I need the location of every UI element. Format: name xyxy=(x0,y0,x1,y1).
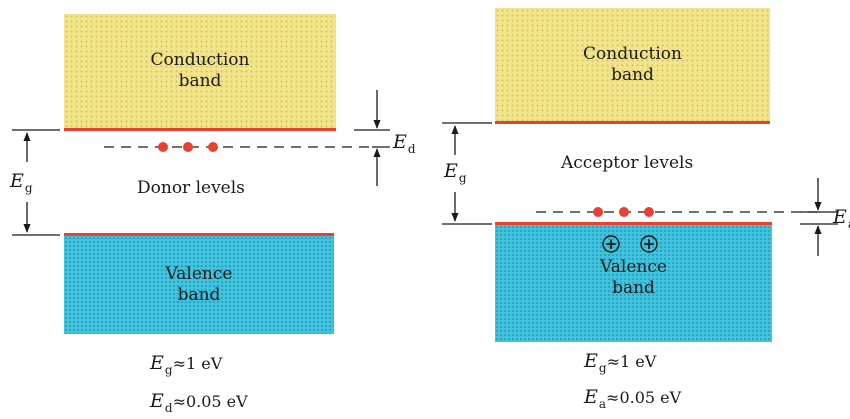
gap-formula-sub: g xyxy=(598,361,607,375)
donor-formula-value: ≈0.05 eV xyxy=(172,392,248,411)
gap-symbol: Eg xyxy=(444,160,467,185)
acceptor-formula-value: ≈0.05 eV xyxy=(606,388,682,407)
gap-formula-sub: g xyxy=(164,363,173,377)
donor-formula-sub: d xyxy=(164,401,173,415)
acceptor-energy-letter: E xyxy=(833,206,847,228)
donor-dot xyxy=(183,142,193,152)
hole-icon xyxy=(602,235,620,253)
acceptor-dot xyxy=(593,207,603,217)
gap-formula-letter: E xyxy=(150,352,164,374)
donor-diagram: Conduction band Valence band Eg Ed Donor… xyxy=(10,14,416,415)
gap-formula-value: ≈1 eV xyxy=(606,352,657,371)
gap-formula: Eg≈1 eV xyxy=(150,352,222,377)
acceptor-formula-letter: E xyxy=(584,386,598,408)
gap-formula-value: ≈1 eV xyxy=(172,354,223,373)
donor-energy-letter: E xyxy=(393,131,407,153)
donor-dot xyxy=(158,142,168,152)
conduction-band-label: Conduction band xyxy=(150,50,250,91)
acceptor-levels-label: Acceptor levels xyxy=(561,153,694,173)
donor-formula: Ed≈0.05 eV xyxy=(150,390,248,415)
conduction-band-label: Conduction band xyxy=(583,43,682,85)
gap-formula-letter: E xyxy=(584,350,598,372)
donor-energy-sub: d xyxy=(407,142,416,156)
hole-plus-sign: + xyxy=(605,235,618,253)
acceptor-energy-sub: a xyxy=(848,217,850,231)
hole-plus-sign: + xyxy=(643,235,656,253)
gap-symbol-sub: g xyxy=(24,181,33,195)
valence-band: Valence band xyxy=(64,233,334,334)
gap-symbol-letter: E xyxy=(444,160,458,182)
donor-formula-letter: E xyxy=(150,390,164,412)
donor-dot xyxy=(208,142,218,152)
valence-band: Valence band xyxy=(495,222,772,342)
gap-symbol-sub: g xyxy=(458,171,467,185)
acceptor-formula-sub: a xyxy=(598,397,607,411)
donor-energy-symbol: Ed xyxy=(393,131,416,156)
acceptor-dot xyxy=(619,207,629,217)
acceptor-dot xyxy=(644,207,654,217)
gap-symbol: Eg xyxy=(10,170,33,195)
gap-formula: Eg≈1 eV xyxy=(584,350,656,375)
acceptor-energy-symbol: Ea xyxy=(833,206,850,231)
gap-symbol-letter: E xyxy=(10,170,24,192)
conduction-band: Conduction band xyxy=(495,8,770,124)
valence-band-label: Valence band xyxy=(165,264,233,305)
acceptor-diagram: Conduction band Valence band + xyxy=(430,0,850,419)
hole-icon xyxy=(640,235,658,253)
acceptor-formula: Ea≈0.05 eV xyxy=(584,386,681,411)
donor-diagram-lines xyxy=(12,90,390,236)
valence-band-label: Valence band xyxy=(600,257,667,298)
donor-levels-label: Donor levels xyxy=(137,178,245,198)
acceptor-diagram-lines: + + xyxy=(442,122,838,256)
conduction-band: Conduction band xyxy=(64,14,336,131)
